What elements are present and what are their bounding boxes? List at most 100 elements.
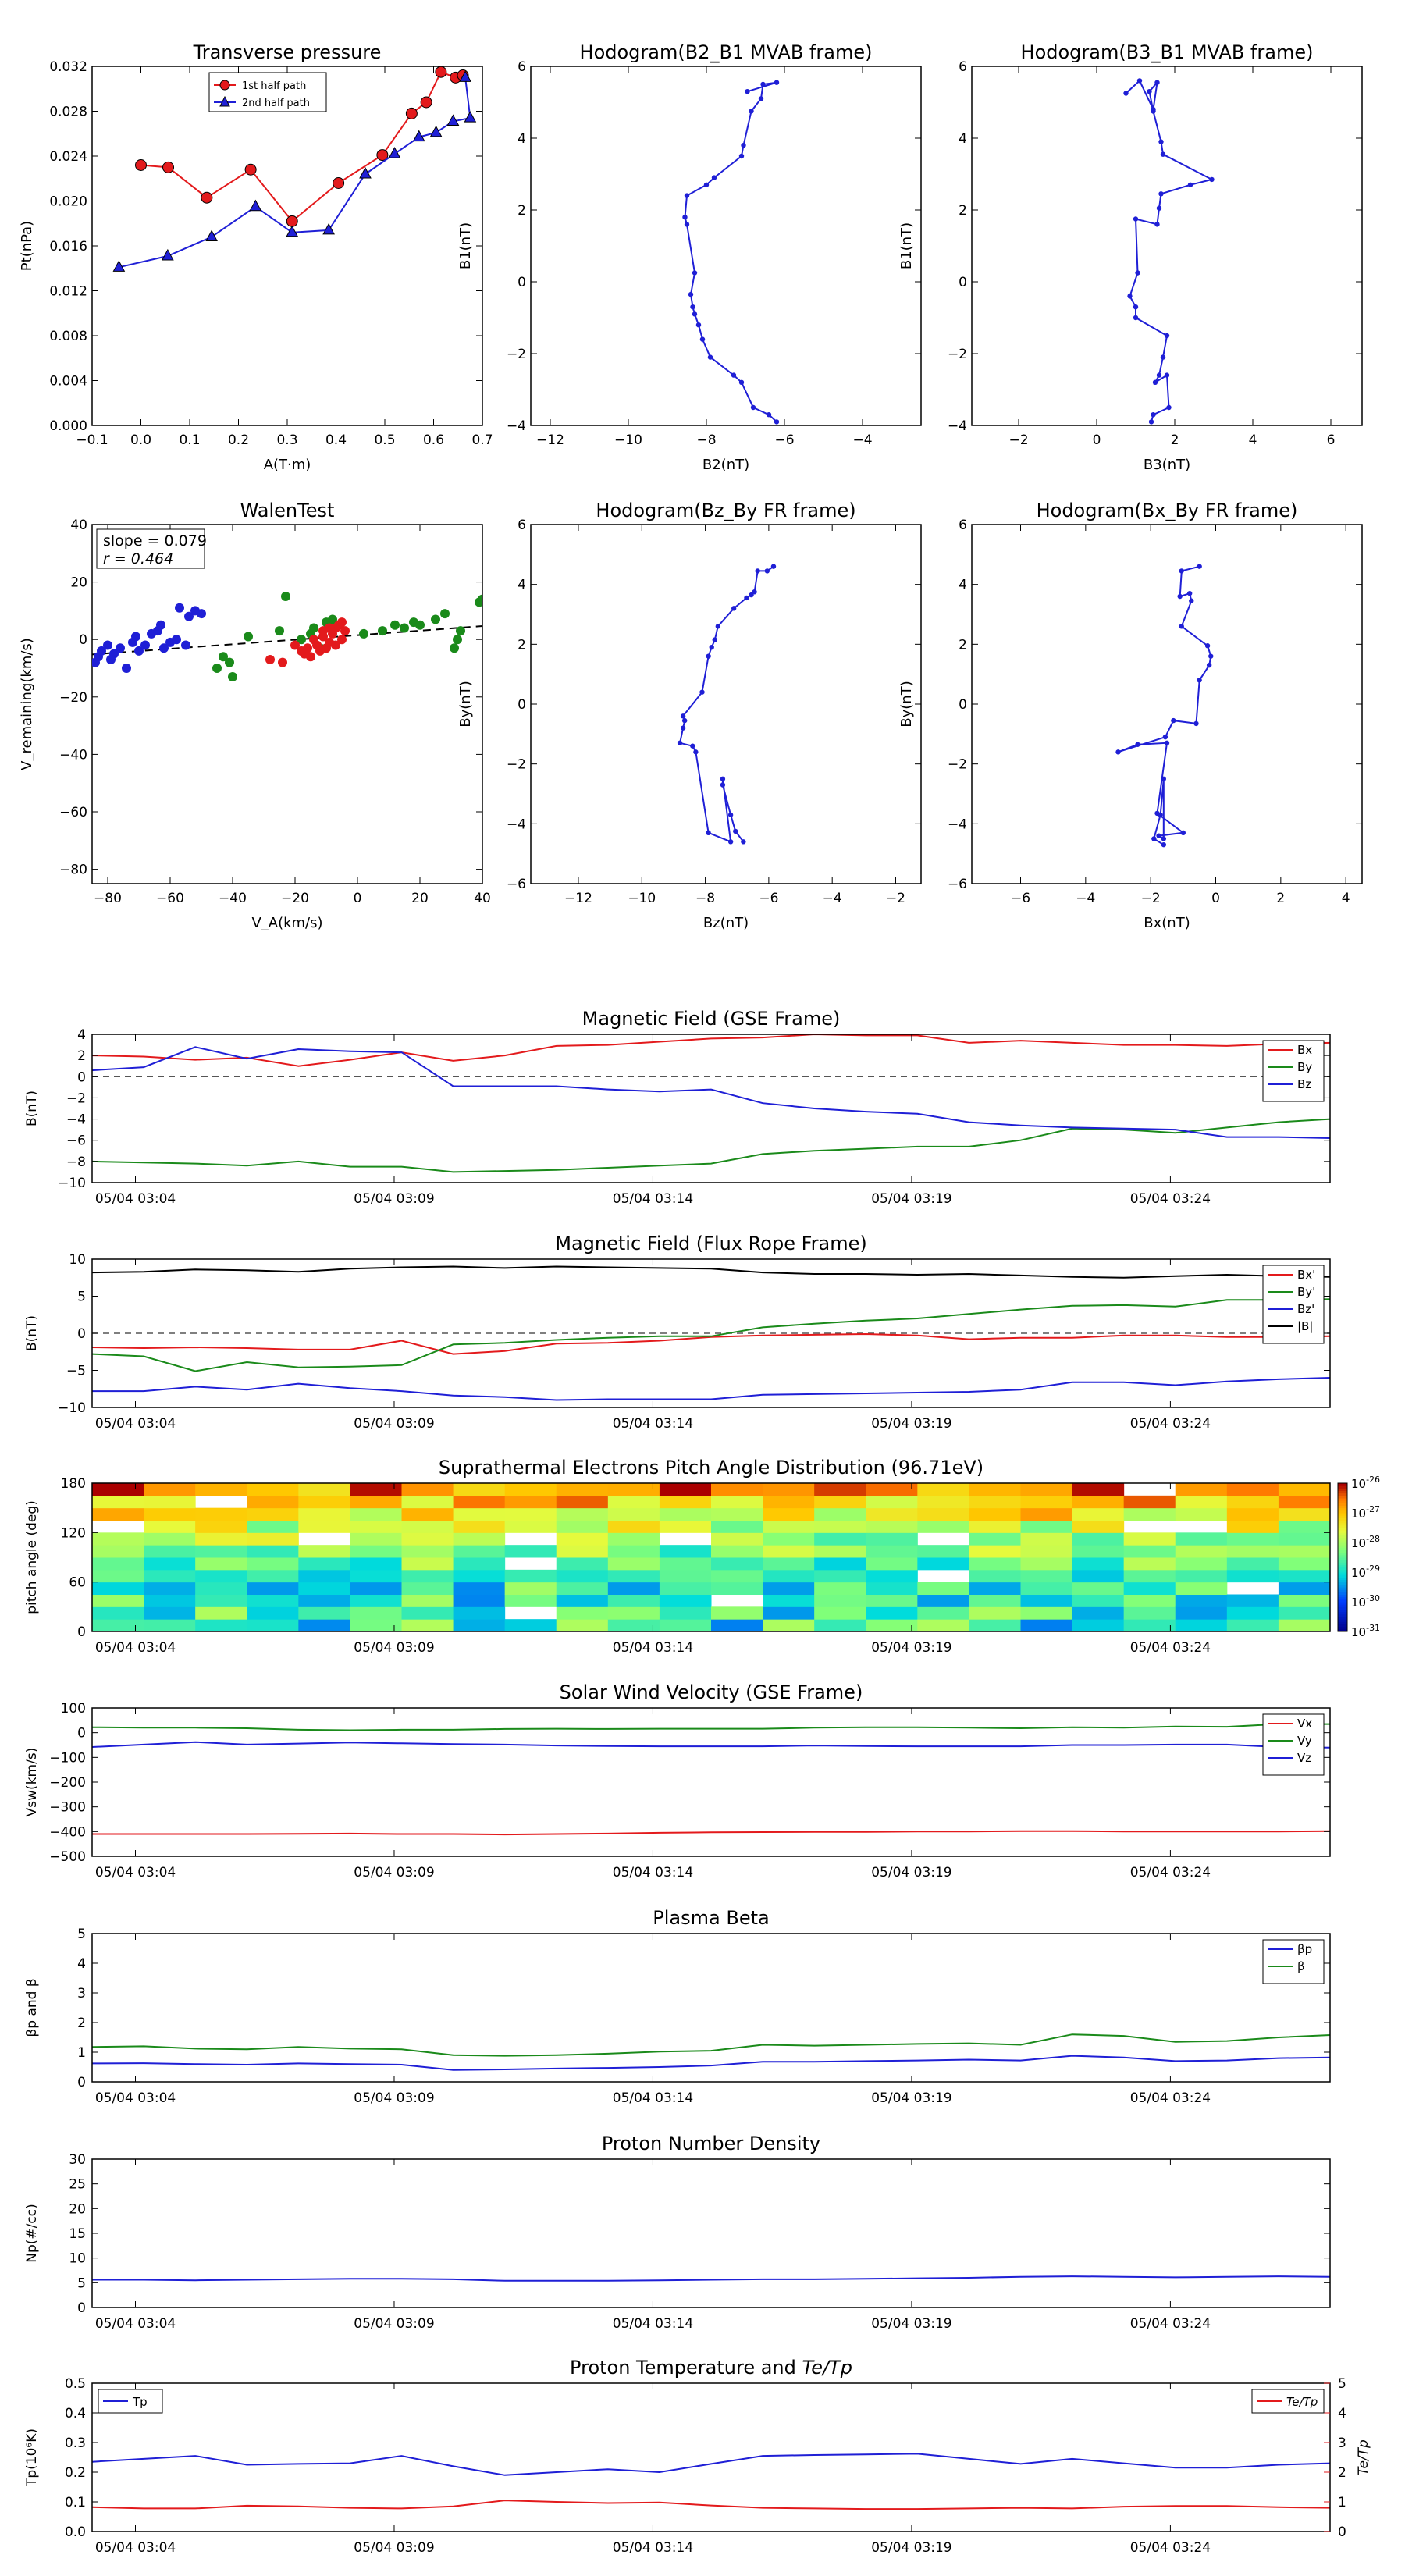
hodogram-b3-b1-point (1148, 419, 1154, 425)
pitch-angle-cell (1123, 1606, 1176, 1620)
pitch-angle-cell (92, 1582, 144, 1595)
pitch-angle-cell (917, 1483, 969, 1496)
magnetic-field-flux-rope-ytick-label: 10 (69, 1252, 86, 1268)
plasma-beta-time-tick-label: 05/04 03:04 (95, 2090, 176, 2106)
transverse-pressure-xlabel: A(T·m) (264, 457, 311, 473)
walen-test-point (453, 635, 462, 645)
pitch-angle-cell (1072, 1582, 1125, 1595)
hodogram-bx-by-point (1180, 830, 1186, 836)
walen-test-point (134, 646, 144, 656)
hodogram-bx-by-ytick-label: −2 (948, 757, 967, 773)
pitch-angle-cell (1123, 1495, 1176, 1509)
pitch-angle-cell (247, 1582, 299, 1595)
pitch-angle-cell (247, 1520, 299, 1533)
transverse-pressure-title: Transverse pressure (193, 41, 382, 63)
pitch-angle-cell (763, 1520, 815, 1533)
transverse-pressure-xtick-label: 0.6 (423, 432, 444, 448)
hodogram-bz-by-xtick-label: −8 (695, 891, 715, 906)
pitch-angle-colorbar-strip (1338, 1525, 1347, 1528)
pitch-angle-colorbar-strip (1338, 1522, 1347, 1526)
pitch-angle-cell (556, 1520, 609, 1533)
pitch-angle-cell (866, 1569, 918, 1583)
plasma-beta-time-tick-label: 05/04 03:14 (613, 2090, 693, 2106)
pitch-angle-colorbar-strip (1338, 1602, 1347, 1605)
pitch-angle-cell (1278, 1532, 1330, 1546)
pitch-angle-cell (659, 1606, 712, 1620)
pitch-angle-time-tick-label: 05/04 03:14 (613, 1640, 693, 1656)
hodogram-bz-by-point (715, 624, 721, 629)
pitch-angle-colorbar-strip (1338, 1537, 1347, 1541)
magnetic-field-gse-plot-area (92, 1034, 1330, 1173)
pitch-angle-colorbar-strip (1338, 1515, 1347, 1518)
pitch-angle-cell (298, 1582, 350, 1595)
pitch-angle-cell (556, 1545, 609, 1558)
pitch-angle-cell (350, 1582, 402, 1595)
pitch-angle-colorbar-strip (1338, 1490, 1347, 1494)
magnetic-field-gse-ylabel: B(nT) (24, 1091, 40, 1126)
pitch-angle-cell (1278, 1545, 1330, 1558)
pitch-angle-cell (866, 1594, 918, 1607)
pitch-angle-cell (247, 1483, 299, 1496)
magnetic-field-flux-rope-ytick-label: −10 (58, 1400, 86, 1416)
hodogram-b3-b1-point (1158, 139, 1164, 144)
pitch-angle-cell (1072, 1569, 1125, 1583)
pitch-angle-cell (814, 1483, 866, 1496)
magnetic-field-flux-rope-ytick-label: −5 (66, 1364, 86, 1379)
pitch-angle-cell (298, 1507, 350, 1521)
pitch-angle-cell (763, 1557, 815, 1571)
hodogram-b3-b1-point (1164, 372, 1170, 378)
pitch-angle-cell (1020, 1569, 1073, 1583)
pitch-angle-cell (1226, 1507, 1279, 1521)
proton-temperature-series-line-1 (92, 2500, 1330, 2510)
pitch-angle-cell (350, 1532, 402, 1546)
magnetic-field-flux-rope-time-tick-label: 05/04 03:14 (613, 1416, 693, 1432)
pitch-angle-cell (144, 1582, 196, 1595)
proton-density-ytick-label: 0 (77, 2300, 86, 2316)
plasma-beta-chart: Plasma Beta 05/04 03:04 05/04 03:09 05/04 0… (24, 1907, 1331, 2106)
pitch-angle-cell (195, 1520, 247, 1533)
pitch-angle-cell (195, 1606, 247, 1620)
walen-test-title: WalenTest (240, 500, 335, 521)
hodogram-bx-by-frame (971, 524, 1363, 884)
magnetic-field-gse-legend-label: Bz (1297, 1077, 1311, 1091)
walen-test-ytick-label: −20 (59, 690, 87, 706)
hodogram-b2-b1-point (758, 96, 764, 101)
hodogram-b2-b1-point (774, 80, 780, 85)
pitch-angle-cell (350, 1606, 402, 1620)
magnetic-field-flux-rope-plot-area (92, 1265, 1330, 1401)
pitch-angle-colorbar-strip (1338, 1495, 1347, 1499)
pitch-angle-cell (556, 1619, 609, 1631)
hodogram-bz-by-ytick-label: 4 (518, 578, 526, 593)
walen-test-xlabel: V_A(km/s) (251, 915, 322, 931)
pitch-angle-cell (298, 1606, 350, 1620)
pitch-angle-cell (659, 1582, 712, 1595)
pitch-angle-cell (144, 1606, 196, 1620)
pitch-angle-colorbar-strip (1338, 1599, 1347, 1603)
pitch-angle-cell (350, 1557, 402, 1571)
walen-test-point (331, 640, 340, 650)
proton-temperature-time-tick-label: 05/04 03:04 (95, 2540, 176, 2556)
pitch-angle-cell (247, 1532, 299, 1546)
transverse-pressure-xtick-label: 0.7 (471, 432, 493, 448)
hodogram-bz-by-xlabel: Bz(nT) (703, 915, 749, 931)
pitch-angle-cell (814, 1557, 866, 1571)
hodogram-b3-b1-point (1154, 222, 1160, 227)
hodogram-bx-by-point (1186, 590, 1193, 596)
pitch-angle-ytick-label: 180 (61, 1476, 86, 1492)
solar-wind-velocity-series-line-2 (92, 1741, 1330, 1749)
hodogram-bz-by-xtick-label: −12 (564, 891, 592, 906)
transverse-pressure-xtick-label: 0.3 (276, 432, 297, 448)
magnetic-field-gse-chart: Magnetic Field (GSE Frame) 05/04 03:04 05/… (24, 1008, 1331, 1207)
hodogram-bx-by-ytick-label: −6 (948, 877, 967, 892)
pitch-angle-cell (1020, 1532, 1073, 1546)
pitch-angle-colorbar-label: 10-26 (1351, 1475, 1380, 1491)
pitch-angle-cell (1020, 1557, 1073, 1571)
walen-test-point (415, 620, 425, 630)
pitch-angle-cell (969, 1507, 1021, 1521)
hodogram-b2-b1-xtick-label: −6 (774, 432, 794, 448)
hodogram-b2-b1-title: Hodogram(B2_B1 MVAB frame) (580, 41, 873, 63)
pitch-angle-cell (298, 1483, 350, 1496)
proton-temperature-ytick-label: 0.4 (65, 2406, 86, 2421)
pitch-angle-cell (969, 1495, 1021, 1509)
pitch-angle-cell (1278, 1569, 1330, 1583)
